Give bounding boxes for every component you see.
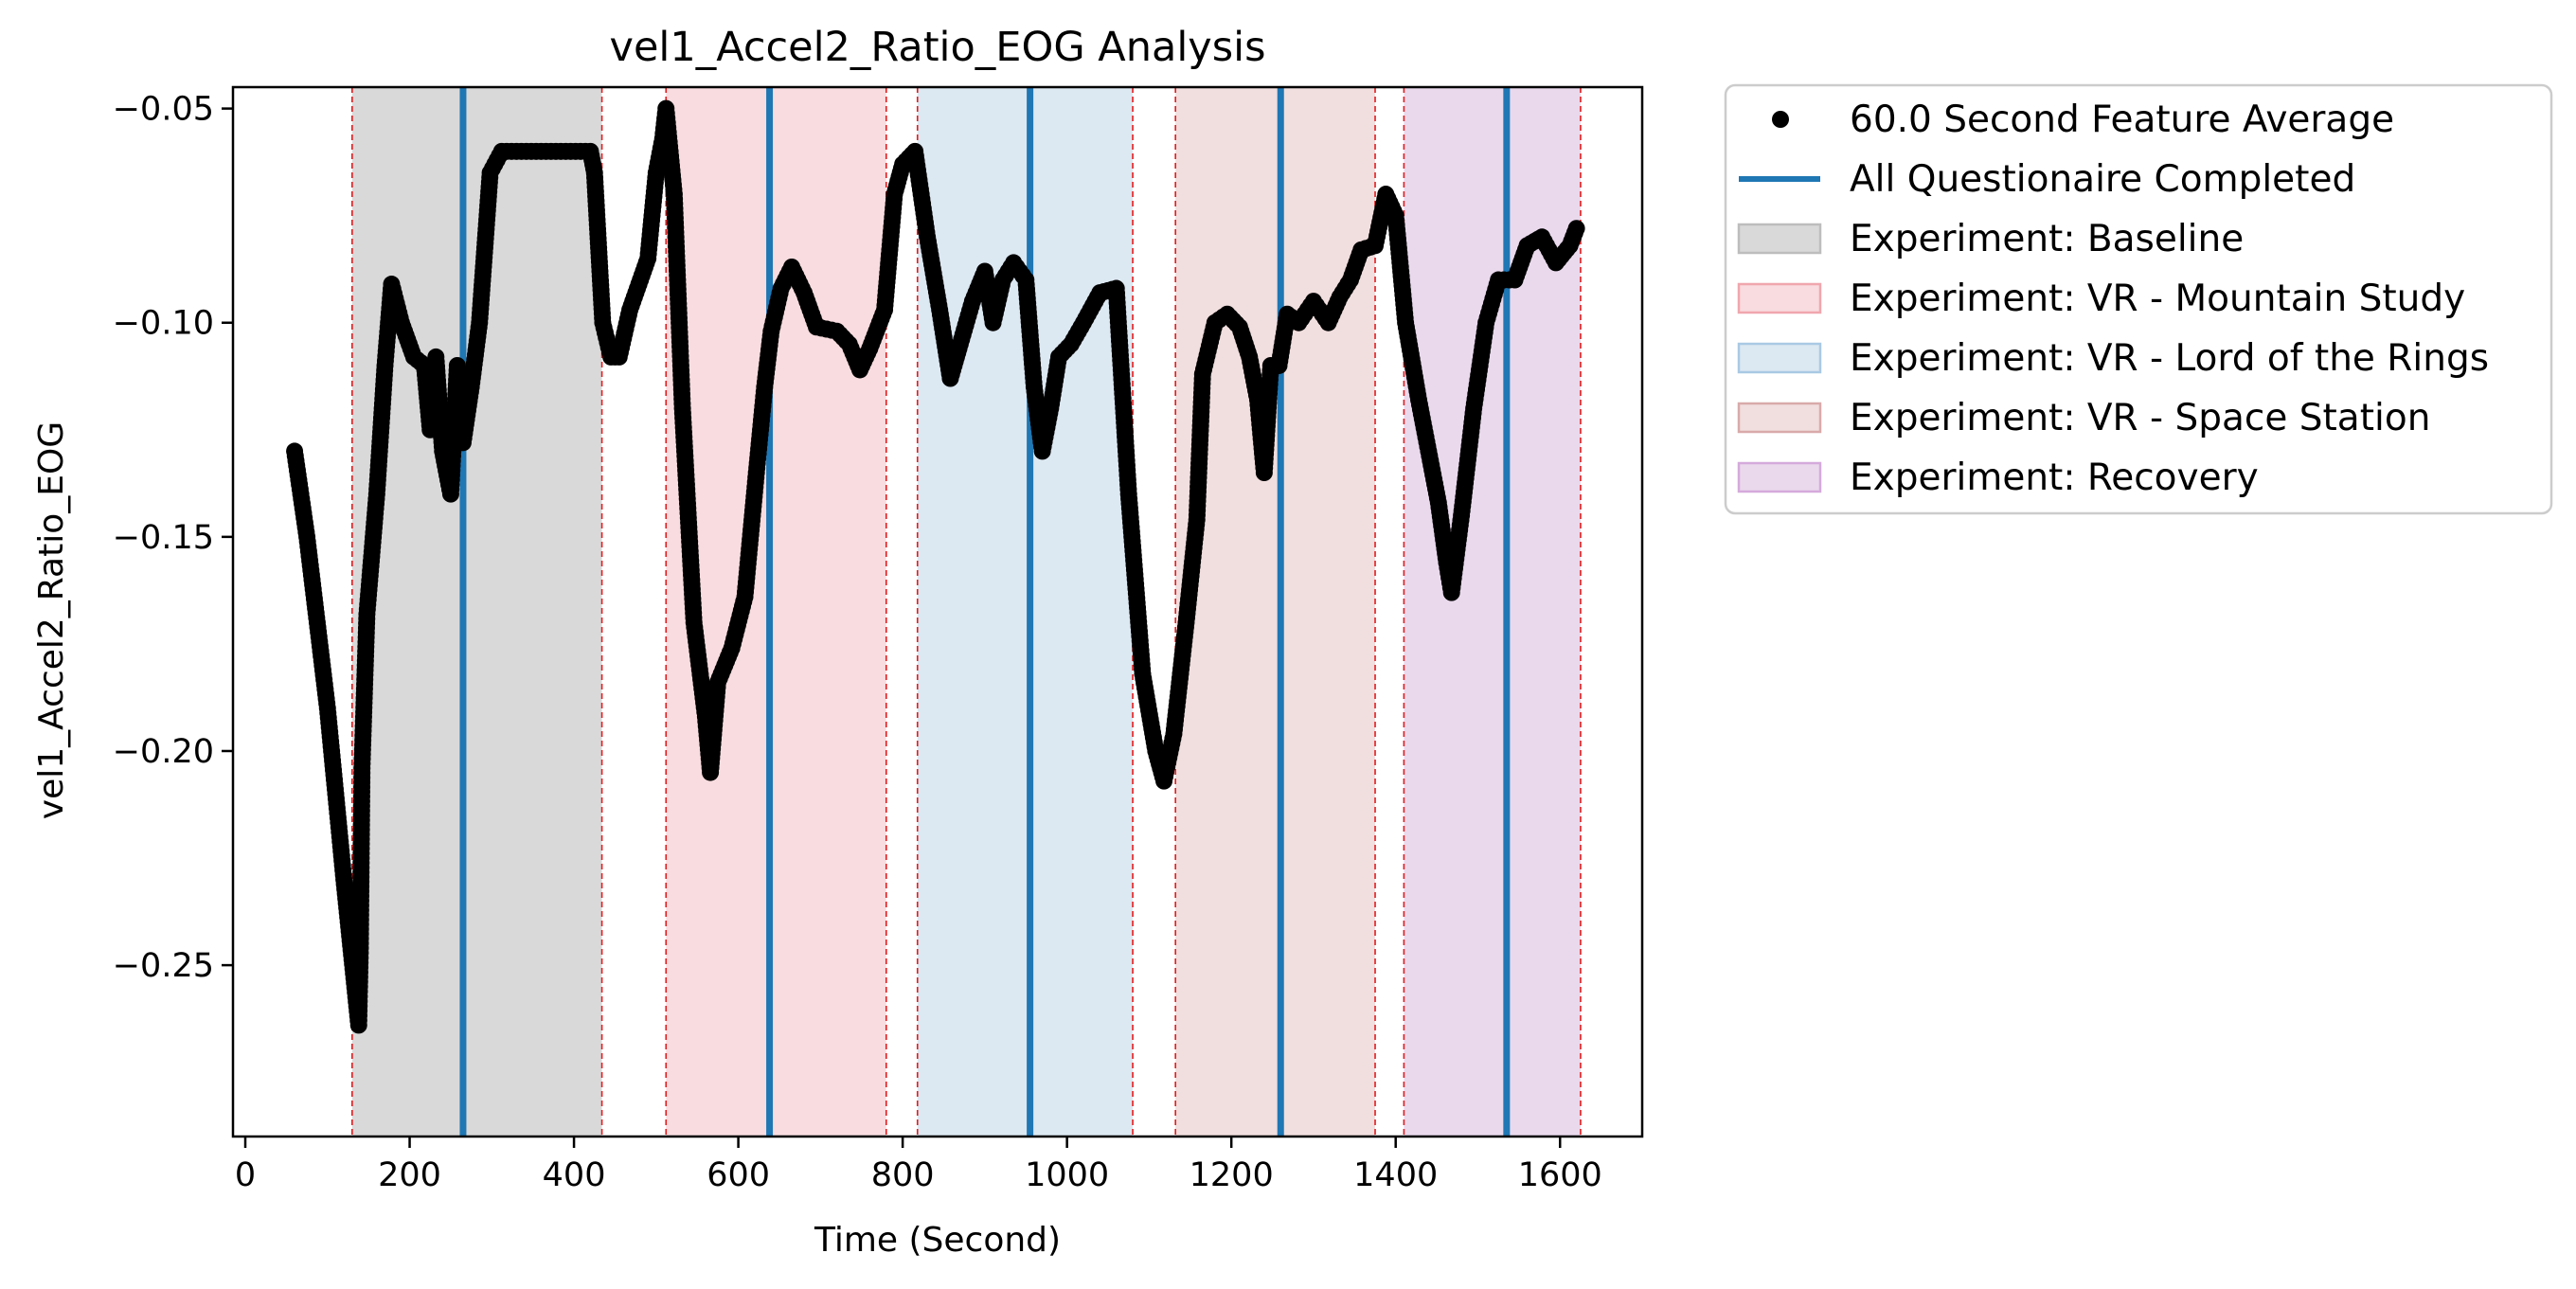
- y-tick-label-0: −0.05: [113, 91, 214, 129]
- legend-label-region-0: Experiment: Baseline: [1850, 218, 2244, 260]
- y-tick-label-4: −0.25: [113, 947, 214, 985]
- y-tick-label-1: −0.10: [113, 305, 214, 343]
- x-tick-label-0: 0: [235, 1156, 256, 1194]
- legend-swatch-region-0: [1737, 223, 1822, 255]
- legend-box: [1724, 83, 2553, 515]
- legend-swatch-region-1: [1737, 282, 1822, 314]
- questionnaire-lines: [459, 87, 1511, 1137]
- legend-swatch-region-4: [1737, 461, 1822, 493]
- feature-average-points: [286, 99, 1585, 1034]
- chart-title: vel1_Accel2_Ratio_EOG Analysis: [610, 24, 1266, 71]
- legend-label-points: 60.0 Second Feature Average: [1850, 98, 2394, 141]
- region-3-span-0: [1175, 87, 1376, 1137]
- data-point-1584: [1567, 220, 1585, 238]
- experiment-regions: [351, 87, 1581, 1137]
- region-2-span-0: [917, 87, 1134, 1137]
- x-tick-label-8: 1600: [1518, 1156, 1602, 1194]
- x-tick-label-2: 400: [543, 1156, 606, 1194]
- legend-region-entries: Experiment: Baseline Experiment: VR - Mou…: [1737, 218, 2489, 499]
- legend-marker-points: [1772, 111, 1789, 128]
- x-tick-label-1: 200: [378, 1156, 441, 1194]
- legend-label-region-3: Experiment: VR - Space Station: [1850, 397, 2430, 439]
- legend-swatch-region-2: [1737, 342, 1822, 374]
- x-tick-label-7: 1400: [1353, 1156, 1438, 1194]
- legend-label-region-1: Experiment: VR - Mountain Study: [1850, 277, 2465, 320]
- legend-label-region-2: Experiment: VR - Lord of the Rings: [1850, 337, 2489, 380]
- y-axis-label: vel1_Accel2_Ratio_EOG: [32, 421, 71, 819]
- legend-swatch-region-3: [1737, 402, 1822, 434]
- region-1-span-0: [666, 87, 886, 1137]
- legend: 60.0 Second Feature Average All Question…: [1724, 83, 2553, 515]
- x-tick-label-3: 600: [707, 1156, 770, 1194]
- y-axis-ticks: −0.05 −0.10 −0.15 −0.20 −0.25: [113, 91, 233, 985]
- y-tick-label-2: −0.15: [113, 519, 214, 557]
- plot-frame: [231, 85, 1644, 1138]
- x-axis-label: Time (Second): [814, 1221, 1061, 1260]
- x-tick-label-6: 1200: [1190, 1156, 1274, 1194]
- legend-label-region-4: Experiment: Recovery: [1850, 457, 2259, 499]
- x-axis-ticks: 0 200 400 600 800 1000 1200 1400 1600: [235, 1137, 1602, 1194]
- legend-label-questionnaire: All Questionaire Completed: [1850, 158, 2355, 201]
- x-tick-label-5: 1000: [1025, 1156, 1109, 1194]
- plot-area: [231, 85, 1644, 1138]
- x-tick-label-4: 800: [871, 1156, 935, 1194]
- y-tick-label-3: −0.20: [113, 733, 214, 771]
